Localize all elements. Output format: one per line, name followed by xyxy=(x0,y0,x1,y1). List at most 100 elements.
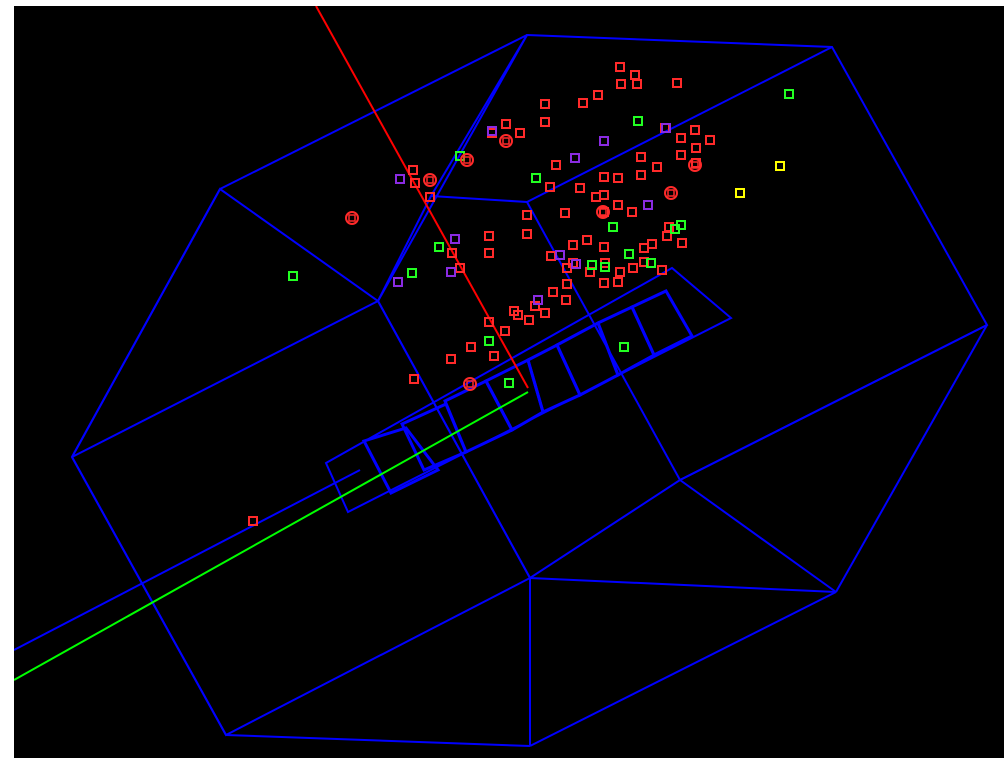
frame-edge xyxy=(835,324,988,593)
ringed-hit-core xyxy=(599,208,607,216)
red-hit-marker xyxy=(593,90,603,100)
beam-lines xyxy=(14,6,529,681)
frame-edge xyxy=(225,734,531,747)
calorimeter-cell xyxy=(361,426,441,495)
frame-edge xyxy=(526,46,833,203)
frame-edge xyxy=(377,195,432,302)
red-hit-marker xyxy=(652,162,662,172)
detector-3d-view[interactable] xyxy=(14,6,1004,758)
red-hit-marker xyxy=(522,229,532,239)
red-hit-marker xyxy=(546,251,556,261)
frame-edge xyxy=(71,188,221,458)
red-hit-marker xyxy=(690,125,700,135)
red-hit-marker xyxy=(664,222,674,232)
red-hit-marker xyxy=(540,99,550,109)
frame-edge xyxy=(679,479,837,593)
purple-hit-marker xyxy=(643,200,653,210)
red-hit-marker xyxy=(410,178,420,188)
green-hit-marker xyxy=(434,242,444,252)
red-hit-marker xyxy=(484,231,494,241)
frame-edge xyxy=(430,34,528,197)
calorimeter-cell xyxy=(555,320,620,398)
red-hit-marker xyxy=(657,265,667,275)
green-hit-marker xyxy=(600,262,610,272)
red-hit-marker xyxy=(613,200,623,210)
red-hit-marker xyxy=(599,172,609,182)
event-display-viewport[interactable] xyxy=(14,6,1004,758)
frame-edge xyxy=(679,324,988,481)
red-hit-marker xyxy=(627,207,637,217)
red-hit-marker xyxy=(489,351,499,361)
frame-edge xyxy=(529,591,837,747)
red-hit-marker xyxy=(615,62,625,72)
red-hit-marker xyxy=(613,173,623,183)
detector-frame xyxy=(70,33,989,747)
green-hit-marker xyxy=(633,116,643,126)
red-hit-marker xyxy=(582,235,592,245)
red-hit-marker xyxy=(568,240,578,250)
red-hit-marker xyxy=(639,243,649,253)
green-hit-marker xyxy=(619,342,629,352)
red-hit-marker xyxy=(613,277,623,287)
green-hit-marker xyxy=(676,220,686,230)
green-hit-marker xyxy=(784,89,794,99)
red-hit-marker xyxy=(691,143,701,153)
red-hit-marker xyxy=(409,374,419,384)
purple-hit-marker xyxy=(533,295,543,305)
red-hit-marker xyxy=(500,326,510,336)
red-hit-marker xyxy=(676,133,686,143)
calorimeter-cells xyxy=(324,266,733,514)
red-hit-marker xyxy=(616,79,626,89)
red-hit-marker xyxy=(599,242,609,252)
ringed-hit-core xyxy=(348,214,356,222)
red-hit-marker xyxy=(522,210,532,220)
ringed-hit-core xyxy=(667,189,675,197)
red-hit-marker xyxy=(672,78,682,88)
red-hit-marker xyxy=(615,267,625,277)
red-hit-marker xyxy=(591,192,601,202)
green-hit-marker xyxy=(587,260,597,270)
hit-markers xyxy=(248,62,794,526)
ringed-hit-marker xyxy=(499,134,513,148)
track-line xyxy=(315,6,529,389)
red-hit-marker xyxy=(248,516,258,526)
yellow-hit-marker xyxy=(775,161,785,171)
red-hit-marker xyxy=(447,248,457,258)
purple-hit-marker xyxy=(446,267,456,277)
calorimeter-outline xyxy=(324,266,733,514)
green-hit-marker xyxy=(407,268,417,278)
green-hit-marker xyxy=(624,249,634,259)
calorimeter-cell xyxy=(596,304,656,378)
red-hit-marker xyxy=(599,278,609,288)
red-hit-marker xyxy=(632,79,642,89)
ringed-hit-marker xyxy=(345,211,359,225)
green-hit-marker xyxy=(288,271,298,281)
frame-edge xyxy=(430,195,528,203)
ringed-hit-marker xyxy=(423,173,437,187)
yellow-hit-marker xyxy=(735,188,745,198)
ringed-hit-core xyxy=(502,137,510,145)
green-hit-marker xyxy=(646,258,656,268)
frame-edge xyxy=(71,456,227,736)
green-hit-marker xyxy=(531,173,541,183)
purple-hit-marker xyxy=(450,234,460,244)
red-hit-marker xyxy=(677,238,687,248)
red-hit-marker xyxy=(466,342,476,352)
red-hit-marker xyxy=(513,310,523,320)
red-hit-marker xyxy=(578,98,588,108)
calorimeter-cell xyxy=(483,357,545,433)
frame-edge xyxy=(529,577,837,593)
beam-line-secondary xyxy=(14,469,361,651)
red-hit-marker xyxy=(548,287,558,297)
red-hit-marker xyxy=(705,135,715,145)
red-hit-marker xyxy=(540,117,550,127)
ringed-hit-marker xyxy=(664,186,678,200)
red-hit-marker xyxy=(551,160,561,170)
red-hit-marker xyxy=(484,248,494,258)
ringed-hit-marker xyxy=(596,205,610,219)
red-hit-marker xyxy=(599,190,609,200)
green-hit-marker xyxy=(484,336,494,346)
ringed-hit-core xyxy=(426,176,434,184)
red-hit-marker xyxy=(501,119,511,129)
red-hit-marker xyxy=(540,308,550,318)
